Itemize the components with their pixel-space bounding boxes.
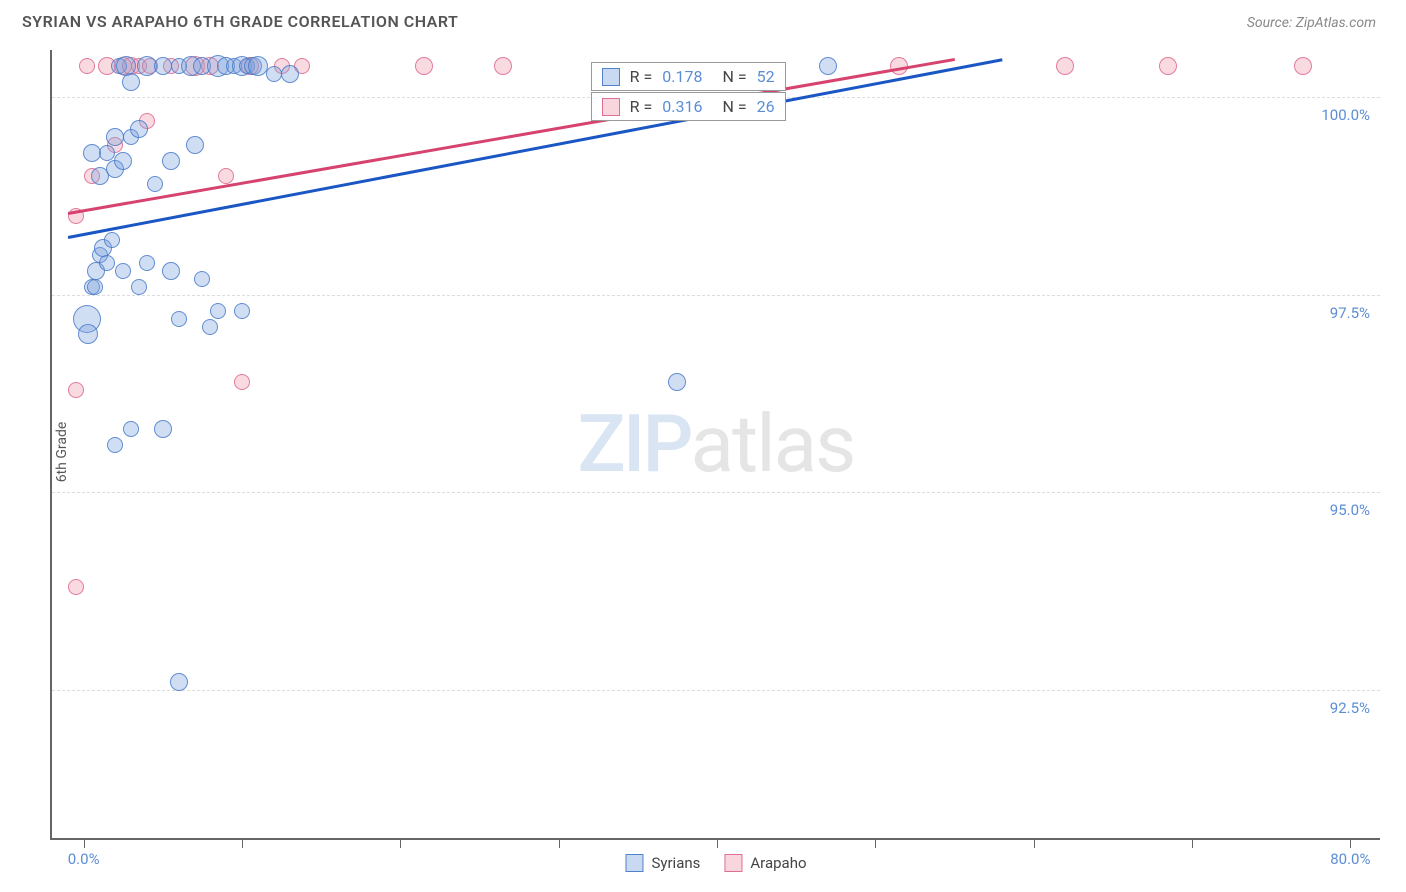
data-point-syrians [266, 66, 282, 82]
data-point-arapaho [1294, 57, 1312, 75]
x-tick [559, 838, 560, 848]
data-point-syrians [154, 57, 172, 75]
data-point-syrians [107, 437, 123, 453]
data-point-syrians [139, 255, 155, 271]
data-point-syrians [87, 279, 103, 295]
data-point-syrians [234, 303, 250, 319]
data-point-syrians [194, 271, 210, 287]
data-point-arapaho [218, 168, 234, 184]
legend-swatch-blue [625, 854, 643, 872]
y-tick-label: 92.5% [1330, 699, 1370, 717]
data-point-syrians [115, 263, 131, 279]
data-point-arapaho [415, 57, 433, 75]
data-point-syrians [106, 128, 124, 146]
legend-label-syrians: Syrians [651, 854, 700, 872]
stat-box-syrians: R = 0.178 N = 52 [591, 62, 786, 91]
data-point-arapaho [68, 382, 84, 398]
legend-item-arapaho: Arapaho [724, 854, 806, 872]
stat-n-value: 52 [757, 67, 775, 86]
watermark-atlas: atlas [691, 397, 855, 491]
stat-r-value: 0.316 [662, 97, 702, 116]
stat-swatch [602, 98, 620, 116]
data-point-syrians [202, 319, 218, 335]
y-tick-label: 95.0% [1330, 501, 1370, 519]
data-point-syrians [130, 120, 148, 138]
stat-box-arapaho: R = 0.316 N = 26 [591, 92, 786, 121]
chart-title: SYRIAN VS ARAPAHO 6TH GRADE CORRELATION … [22, 12, 458, 31]
data-point-arapaho [79, 58, 95, 74]
data-point-syrians [147, 176, 163, 192]
data-point-syrians [281, 65, 299, 83]
data-point-syrians [83, 144, 101, 162]
data-point-syrians [668, 373, 686, 391]
data-point-syrians [104, 232, 120, 248]
grid-line [52, 690, 1380, 691]
legend: Syrians Arapaho [625, 854, 806, 872]
stat-n-label: N = [722, 67, 746, 86]
data-point-syrians [114, 152, 132, 170]
data-point-arapaho [1056, 57, 1074, 75]
y-tick-label: 100.0% [1321, 106, 1370, 124]
stat-r-label: R = [630, 97, 653, 116]
x-tick-label: 80.0% [1330, 850, 1370, 868]
chart-plot-area: 6th Grade ZIPatlas Syrians Arapaho 92.5%… [50, 50, 1380, 840]
stat-r-label: R = [630, 67, 653, 86]
x-tick [1034, 838, 1035, 848]
data-point-arapaho [68, 579, 84, 595]
watermark-zip: ZIP [578, 397, 691, 491]
x-tick [400, 838, 401, 848]
x-tick [1192, 838, 1193, 848]
stat-r-value: 0.178 [662, 67, 702, 86]
stat-n-label: N = [722, 97, 746, 116]
grid-line [52, 295, 1380, 296]
data-point-syrians [78, 324, 98, 344]
data-point-syrians [154, 420, 172, 438]
data-point-syrians [122, 73, 140, 91]
data-point-syrians [99, 145, 115, 161]
watermark: ZIPatlas [578, 397, 855, 491]
x-tick [242, 838, 243, 848]
x-tick [84, 838, 85, 848]
data-point-arapaho [234, 374, 250, 390]
data-point-arapaho [1159, 57, 1177, 75]
source-attribution: Source: ZipAtlas.com [1247, 15, 1376, 31]
legend-label-arapaho: Arapaho [750, 854, 806, 872]
grid-line [52, 492, 1380, 493]
data-point-syrians [162, 152, 180, 170]
data-point-arapaho [494, 57, 512, 75]
data-point-syrians [171, 311, 187, 327]
data-point-syrians [170, 673, 188, 691]
data-point-syrians [99, 255, 115, 271]
legend-item-syrians: Syrians [625, 854, 700, 872]
data-point-syrians [162, 262, 180, 280]
trend-line-arapaho [68, 58, 955, 215]
stat-swatch [602, 68, 620, 86]
data-point-syrians [123, 421, 139, 437]
trend-line-syrians [68, 58, 1003, 238]
data-point-syrians [186, 136, 204, 154]
stat-n-value: 26 [757, 97, 775, 116]
x-tick [875, 838, 876, 848]
x-tick [1350, 838, 1351, 848]
x-tick [717, 838, 718, 848]
legend-swatch-pink [724, 854, 742, 872]
x-tick-label: 0.0% [68, 850, 100, 868]
data-point-syrians [210, 303, 226, 319]
data-point-syrians [131, 279, 147, 295]
y-axis-label: 6th Grade [54, 422, 70, 483]
data-point-syrians [819, 57, 837, 75]
y-tick-label: 97.5% [1330, 304, 1370, 322]
